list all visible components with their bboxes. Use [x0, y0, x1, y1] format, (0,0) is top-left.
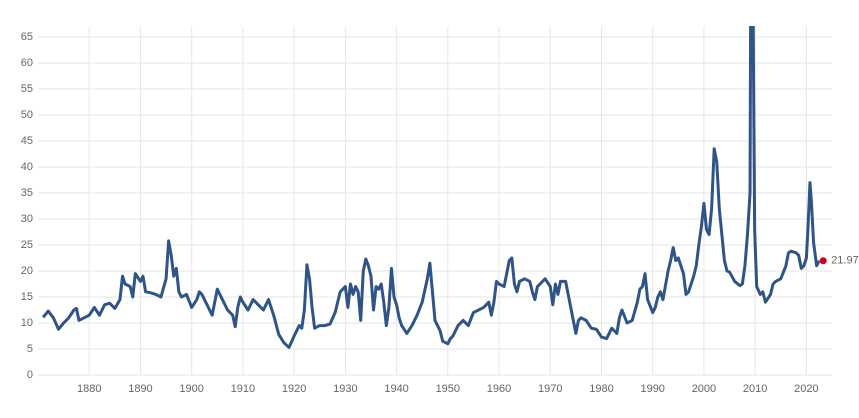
y-tick-label: 5	[27, 343, 33, 355]
y-tick-label: 30	[21, 213, 33, 225]
y-tick-label: 45	[21, 135, 33, 147]
x-tick-label: 1890	[128, 383, 152, 395]
last-value-label: 21.97	[831, 255, 859, 267]
y-tick-label: 15	[21, 291, 33, 303]
y-tick-label: 55	[21, 83, 33, 95]
y-tick-label: 0	[27, 369, 33, 381]
y-tick-label: 65	[21, 31, 33, 43]
x-tick-label: 2000	[692, 383, 716, 395]
last-point	[819, 257, 827, 265]
y-tick-label: 60	[21, 57, 33, 69]
x-tick-label: 1990	[640, 383, 664, 395]
x-tick-label: 1920	[282, 383, 306, 395]
y-tick-label: 10	[21, 317, 33, 329]
x-tick-label: 1940	[384, 383, 408, 395]
x-tick-label: 2010	[743, 383, 767, 395]
x-tick-label: 1980	[589, 383, 613, 395]
x-tick-label: 1910	[231, 383, 255, 395]
x-tick-label: 1930	[333, 383, 357, 395]
plot-area	[41, 26, 821, 349]
y-tick-label: 50	[21, 109, 33, 121]
x-tick-label: 1900	[179, 383, 203, 395]
y-tick-label: 20	[21, 265, 33, 277]
data-line	[41, 26, 821, 349]
x-tick-label: 1950	[436, 383, 460, 395]
y-tick-label: 40	[21, 161, 33, 173]
x-tick-label: 1960	[487, 383, 511, 395]
x-tick-label: 1880	[77, 383, 101, 395]
y-tick-label: 35	[21, 187, 33, 199]
x-tick-label: 2020	[794, 383, 818, 395]
x-tick-label: 1970	[538, 383, 562, 395]
y-tick-label: 25	[21, 239, 33, 251]
